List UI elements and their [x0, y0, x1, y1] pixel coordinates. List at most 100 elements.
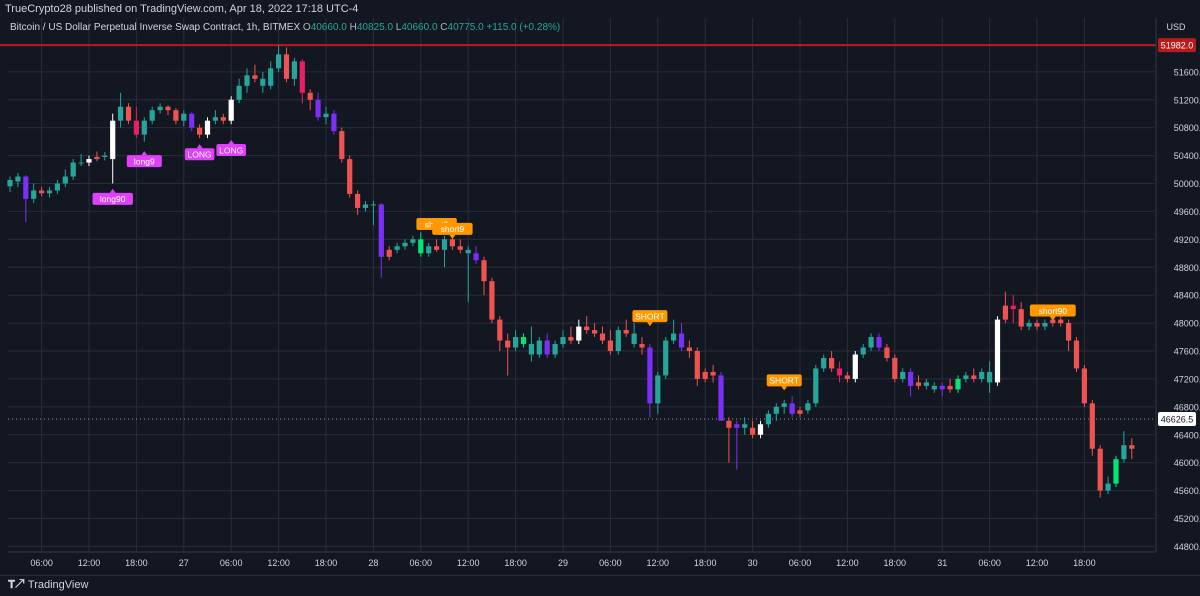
candle-body	[197, 127, 203, 135]
low-label: L	[395, 22, 402, 33]
current-price-badge	[1158, 411, 1196, 426]
price-chart[interactable]: 51982.0 long9long90LONGLONGshort9short9S…	[0, 0, 1200, 575]
price-tick-label: 46800.0	[1174, 402, 1200, 412]
signal-label-text: SHORT	[635, 311, 665, 321]
close-label: C	[440, 22, 448, 33]
signal-label-text: LONG	[219, 145, 243, 155]
time-tick-label: 12:00	[1026, 558, 1049, 568]
candles	[7, 45, 1135, 498]
candle-body	[1058, 319, 1064, 324]
signal-pointer	[228, 140, 235, 144]
candle-body	[702, 371, 708, 379]
candle-body	[544, 340, 550, 355]
candle-body	[181, 113, 187, 121]
candle-body	[520, 337, 527, 345]
candle-body	[1018, 309, 1024, 327]
publisher-line: TrueCrypto28 published on TradingView.co…	[5, 3, 359, 15]
candle-body	[62, 176, 68, 184]
signal-pointer	[196, 144, 203, 149]
close-value: 40775.0	[447, 22, 484, 33]
time-axis[interactable]: 06:00 12:00 18:00 27 06:00 12:00 18:00 28 06:00 1…	[8, 551, 1156, 568]
candle-body	[457, 246, 463, 250]
low-value: 40660.0	[401, 22, 438, 33]
time-tick-label: 18:00	[315, 558, 338, 568]
candle-body	[686, 347, 692, 351]
signal-long-label: LONG	[184, 144, 215, 161]
candle-body	[370, 204, 376, 206]
candle-body	[678, 333, 685, 348]
candle-body	[1097, 448, 1103, 491]
candle-body	[78, 162, 84, 164]
candle-body	[283, 54, 290, 79]
candle-body	[1042, 323, 1048, 327]
time-tick-label: 18:00	[1073, 558, 1096, 568]
candle-body	[710, 371, 716, 376]
price-tick-label: 48400.0	[1174, 291, 1200, 301]
price-tick-label: 49200.0	[1174, 235, 1200, 245]
candle-body	[291, 61, 297, 79]
symbol-legend[interactable]: Bitcoin / US Dollar Perpetual Inverse Sw…	[10, 22, 560, 33]
candle-body	[276, 54, 282, 69]
price-tick-label: 50800.0	[1174, 123, 1200, 133]
signal-pointer	[449, 234, 456, 239]
candle-body	[70, 162, 76, 177]
candle-body	[955, 378, 961, 390]
signal-label-text: short9	[441, 224, 465, 234]
candle-body	[15, 176, 21, 182]
candle-body	[449, 239, 455, 247]
candle-body	[607, 340, 613, 351]
candle-body	[860, 347, 866, 355]
candle-body	[931, 385, 937, 390]
candle-body	[1105, 483, 1111, 491]
candle-body	[426, 246, 432, 254]
candle-body	[568, 337, 574, 341]
candle-body	[876, 337, 882, 348]
currency-label: USD	[1166, 22, 1186, 32]
signal-pointer	[1049, 316, 1056, 321]
candle-body	[315, 99, 321, 118]
signal-short-label: SHORT	[632, 310, 668, 327]
price-tick-label: 51200.0	[1174, 95, 1200, 105]
signal-long-label: long9	[126, 151, 162, 168]
price-tick-label: 46000.0	[1174, 458, 1200, 468]
signal-short-label: short9	[432, 222, 473, 239]
candle-body	[410, 239, 416, 243]
high-label: H	[349, 22, 357, 33]
price-tick-label: 48000.0	[1174, 319, 1200, 329]
candle-body	[481, 260, 487, 282]
candle-body	[615, 330, 621, 351]
candle-body	[805, 403, 811, 411]
candle-body	[157, 106, 163, 111]
price-axis[interactable]: 44800.0 45200.0 45600.0 46000.0 46400.0 46800…	[1155, 14, 1200, 552]
candle-body	[228, 99, 234, 121]
signal-long-label: long90	[92, 188, 133, 205]
candle-body	[584, 326, 590, 331]
candle-body	[1002, 305, 1008, 320]
candle-body	[1034, 323, 1040, 327]
chart-background	[0, 0, 1200, 575]
candle-body	[971, 375, 977, 379]
candle-body	[900, 371, 906, 379]
candle-body	[402, 242, 408, 247]
candle-body	[244, 75, 250, 86]
time-tick-label: 18:00	[694, 558, 717, 568]
time-tick-label: 27	[179, 558, 189, 568]
time-tick-label: 12:00	[267, 558, 290, 568]
time-tick-label: 06:00	[410, 558, 433, 568]
time-tick-label: 06:00	[599, 558, 622, 568]
candle-body	[844, 375, 850, 379]
candle-body	[86, 159, 92, 163]
tradingview-logo[interactable]: 𝐓↗ TradingView	[8, 579, 88, 592]
candle-body	[362, 204, 369, 208]
candle-body	[1081, 368, 1087, 404]
candle-body	[994, 319, 1001, 383]
signal-label-box	[766, 374, 802, 387]
high-value: 40825.0	[356, 22, 394, 33]
signal-short-label: SHORT	[766, 374, 802, 391]
candle-body	[173, 110, 179, 121]
signal-label-text: long90	[100, 194, 126, 204]
candle-body	[536, 340, 542, 355]
candle-body	[133, 120, 139, 135]
candle-body	[592, 330, 598, 334]
signal-label-box	[432, 222, 473, 235]
